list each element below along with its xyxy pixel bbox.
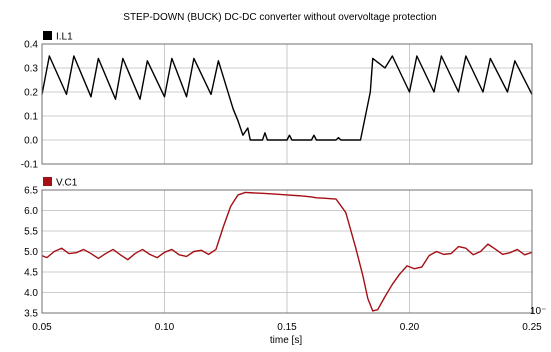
- legend-swatch: [43, 31, 52, 40]
- x-axis-label: time [s]: [270, 335, 302, 346]
- y-tick-label: 4.5: [24, 268, 38, 279]
- x-tick-label: 0.20: [400, 322, 420, 333]
- legend-label: V.C1: [56, 178, 78, 189]
- y-tick-label: 0.0: [24, 136, 38, 147]
- grid-layer: [42, 44, 532, 313]
- y-tick-label: 5.0: [24, 247, 38, 258]
- x-tick-label: 0.05: [32, 322, 52, 333]
- y-tick-label: 5.5: [24, 227, 38, 238]
- y-tick-label: 3.5: [24, 309, 38, 320]
- legend-swatch: [43, 177, 52, 186]
- y-tick-label: 0.4: [24, 40, 38, 51]
- plot-frame: [41, 43, 533, 165]
- y-tick-label: 0.3: [24, 64, 38, 75]
- legend-label: I.L1: [56, 32, 73, 43]
- frame-layer: [41, 43, 533, 314]
- legend-layer: I.L1 V.C1: [43, 31, 78, 189]
- x-tick-label: 0.15: [277, 322, 297, 333]
- y-tick-label: 6.0: [24, 206, 38, 217]
- chart-title: STEP-DOWN (BUCK) DC-DC converter without…: [123, 12, 436, 23]
- y-tick-label: 0.2: [24, 88, 38, 99]
- y-tick-label: 0.1: [24, 112, 38, 123]
- x-tick-label: 0.25: [522, 322, 542, 333]
- y-tick-label: 4.0: [24, 288, 38, 299]
- x-tick-label: 0.10: [155, 322, 175, 333]
- y-tick-label: 6.5: [24, 186, 38, 197]
- plot-frame: [41, 189, 533, 314]
- series-layer: [41, 55, 533, 312]
- tick-layer: -0.1 0.0 0.1 0.2 0.3 0.4 3.5 4.0 4.5 5.0 5.5 6.0 6.5…: [21, 40, 542, 334]
- x-axis-exponent-label: 10⁻: [530, 306, 546, 317]
- series-line-i-l1: [41, 55, 533, 141]
- series-line-v-c1: [41, 191, 533, 312]
- y-tick-label: -0.1: [21, 160, 39, 171]
